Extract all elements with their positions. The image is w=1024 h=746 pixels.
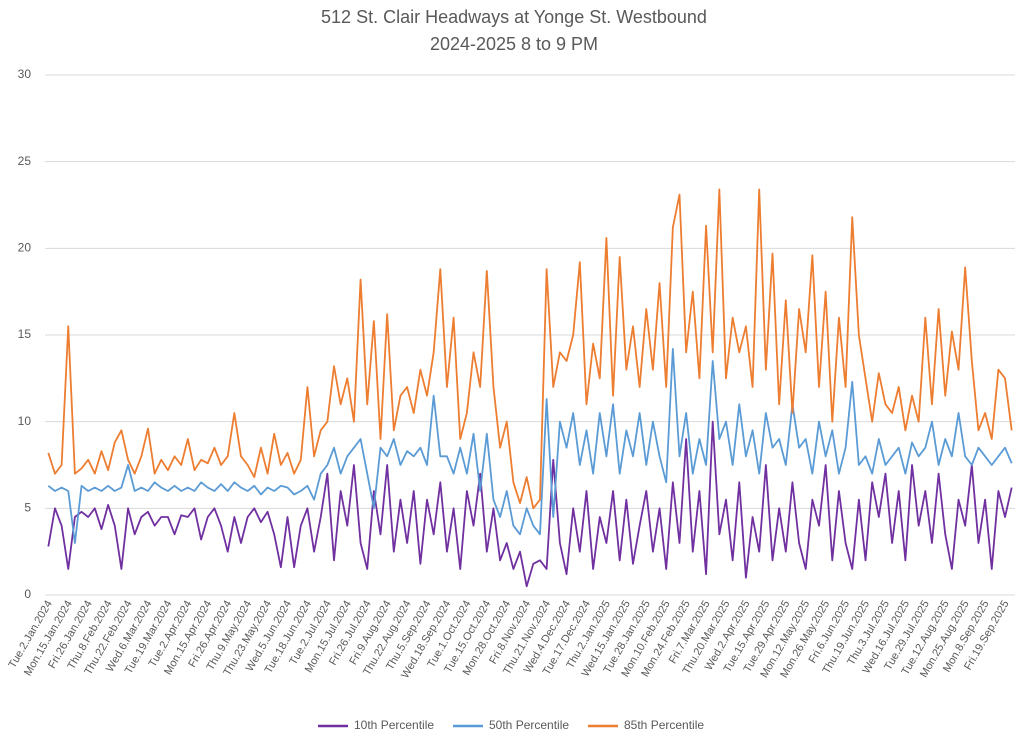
chart-subtitle: 2024-2025 8 to 9 PM <box>430 34 598 54</box>
chart-title: 512 St. Clair Headways at Yonge St. West… <box>321 7 707 27</box>
series-line <box>47 347 1013 544</box>
y-tick-label: 10 <box>18 414 32 428</box>
legend-label: 50th Percentile <box>489 718 569 732</box>
y-tick-label: 20 <box>18 241 32 255</box>
y-tick-label: 30 <box>18 67 32 81</box>
series-line <box>47 420 1013 588</box>
series-line <box>47 188 1013 510</box>
y-tick-label: 15 <box>18 327 32 341</box>
legend-label: 85th Percentile <box>624 718 704 732</box>
y-tick-label: 0 <box>24 587 31 601</box>
y-tick-label: 25 <box>18 154 32 168</box>
y-tick-label: 5 <box>24 501 31 515</box>
legend-label: 10th Percentile <box>354 718 434 732</box>
